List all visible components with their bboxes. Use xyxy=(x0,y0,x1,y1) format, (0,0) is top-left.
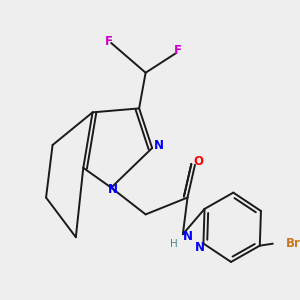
Text: N: N xyxy=(108,183,118,196)
Text: F: F xyxy=(174,44,182,57)
Text: N: N xyxy=(154,139,164,152)
Text: H: H xyxy=(170,239,177,249)
Text: N: N xyxy=(182,230,193,243)
Text: N: N xyxy=(195,241,205,254)
Text: Br: Br xyxy=(286,237,300,250)
Text: O: O xyxy=(194,155,204,168)
Text: F: F xyxy=(105,34,113,47)
